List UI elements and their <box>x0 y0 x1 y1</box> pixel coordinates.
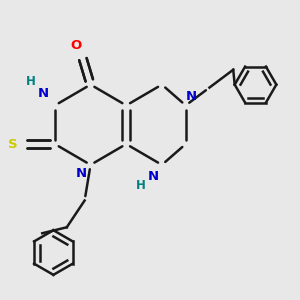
Text: H: H <box>136 179 146 192</box>
Text: N: N <box>147 170 158 183</box>
Text: N: N <box>38 87 49 100</box>
Text: N: N <box>186 90 197 103</box>
Text: O: O <box>70 40 81 52</box>
Text: H: H <box>26 75 36 88</box>
Text: N: N <box>76 167 87 180</box>
Text: S: S <box>8 138 18 151</box>
